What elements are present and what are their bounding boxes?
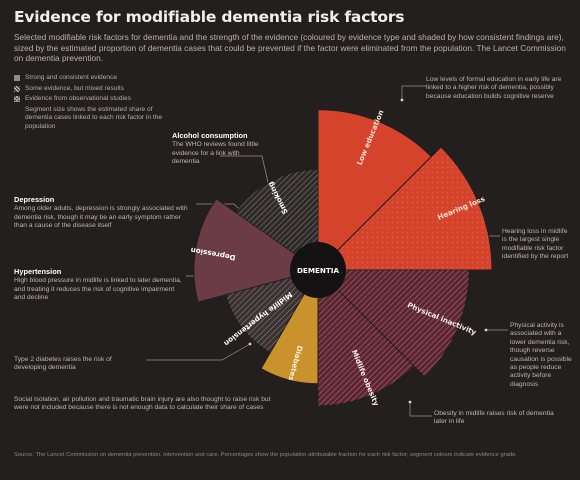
note-text: Low levels of formal education in early … bbox=[426, 76, 562, 100]
legend-item: Evidence from observational studies bbox=[14, 95, 164, 104]
legend-item: Strong and consistent evidence bbox=[14, 74, 164, 83]
legend-item: Segment size shows the estimated share o… bbox=[14, 106, 164, 132]
note-depression: Depression Among older adults, depressio… bbox=[14, 195, 192, 231]
leader-dot bbox=[400, 98, 404, 102]
note-top-right: Low levels of formal education in early … bbox=[426, 76, 564, 101]
note-text: Hearing loss in midlife is the largest s… bbox=[502, 228, 569, 261]
note-hypertension: Hypertension High blood pressure in midl… bbox=[14, 267, 184, 303]
note-right-lower: Physical activity is associated with a l… bbox=[510, 322, 574, 389]
leader-dot bbox=[484, 328, 488, 332]
legend-swatch-hatch bbox=[14, 85, 20, 92]
leader-line bbox=[146, 343, 251, 361]
footnote: Source: The Lancet Commission on dementi… bbox=[14, 452, 517, 458]
note-heading: Depression bbox=[14, 195, 55, 204]
segment-texture bbox=[336, 270, 470, 377]
legend: Strong and consistent evidence Some evid… bbox=[14, 74, 164, 134]
note-text: Among older adults, depression is strong… bbox=[14, 205, 188, 230]
segment-texture bbox=[225, 276, 305, 353]
note-text: Obesity in midlife raises risk of dement… bbox=[434, 410, 554, 426]
legend-text: Strong and consistent evidence bbox=[25, 74, 118, 81]
note-diabetes: Type 2 diabetes raises the risk of devel… bbox=[14, 356, 144, 373]
legend-text: Evidence from observational studies bbox=[25, 95, 131, 103]
note-text: Type 2 diabetes raises the risk of devel… bbox=[14, 356, 112, 372]
segment-texture bbox=[235, 169, 318, 256]
center-label: DEMENTIA bbox=[297, 266, 340, 275]
legend-swatch-solid bbox=[14, 75, 20, 81]
note-text: Physical activity is associated with a l… bbox=[510, 322, 572, 388]
note-text: The WHO reviews found little evidence fo… bbox=[172, 141, 259, 166]
leader-line bbox=[401, 85, 426, 100]
note-right-bottom: Obesity in midlife raises risk of dement… bbox=[434, 410, 566, 427]
legend-text: Some evidence, but mixed results bbox=[25, 84, 124, 92]
legend-swatch-cross bbox=[14, 96, 20, 103]
note-alcohol: Alcohol consumption The WHO reviews foun… bbox=[172, 131, 268, 167]
leader-line bbox=[409, 402, 432, 417]
page-title: Evidence for modifiable dementia risk fa… bbox=[14, 8, 405, 26]
note-bottom: Social isolation, air pollution and trau… bbox=[14, 396, 284, 413]
segments bbox=[193, 109, 493, 407]
leader-dot bbox=[408, 400, 412, 404]
note-right-mid: Hearing loss in midlife is the largest s… bbox=[502, 228, 570, 262]
note-text: High blood pressure in midlife is linked… bbox=[14, 277, 182, 302]
legend-item: Some evidence, but mixed results bbox=[14, 85, 164, 94]
segment-texture bbox=[336, 146, 492, 270]
segment-texture bbox=[318, 288, 414, 406]
legend-text: Segment size shows the estimated share o… bbox=[25, 105, 163, 130]
note-heading: Alcohol consumption bbox=[172, 131, 248, 140]
note-heading: Hypertension bbox=[14, 267, 62, 276]
center-hub bbox=[290, 242, 346, 298]
intro-text: Selected modifiable risk factors for dem… bbox=[14, 32, 566, 64]
note-text: Social isolation, air pollution and trau… bbox=[14, 396, 271, 412]
leader-dot bbox=[248, 342, 252, 346]
